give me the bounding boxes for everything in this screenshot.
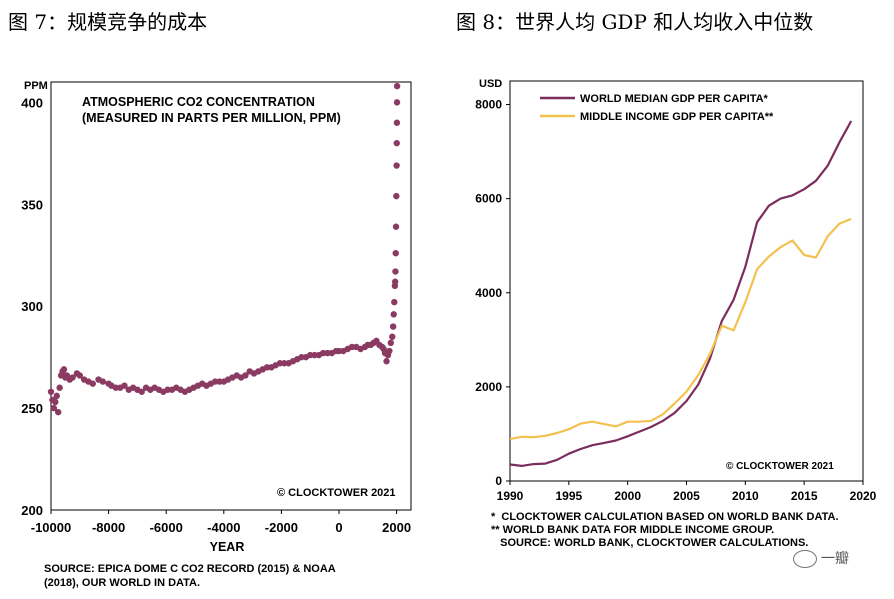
gdp-footnote-3: SOURCE: WORLD BANK, CLOCKTOWER CALCULATI… [491, 537, 809, 549]
co2-data-point [389, 333, 396, 340]
co2-data-point [50, 404, 58, 412]
co2-x-axis-label: YEAR [210, 540, 245, 554]
co2-data-point [389, 323, 397, 330]
co2-x-tick-label: -2000 [265, 520, 298, 535]
co2-data-point [393, 192, 400, 200]
co2-y-tick-label: 350 [21, 197, 43, 212]
co2-data-point [55, 408, 62, 416]
co2-data-point [99, 378, 107, 385]
co2-data-point [391, 278, 399, 285]
co2-data-point [390, 311, 397, 318]
co2-data-point [392, 250, 399, 257]
co2-x-tick-label: 0 [335, 520, 342, 535]
co2-data-point [391, 298, 398, 306]
co2-x-tick-label: -4000 [207, 520, 240, 535]
co2-data-point [69, 374, 76, 381]
co2-data-point [138, 388, 145, 395]
co2-credit: © CLOCKTOWER 2021 [277, 487, 396, 499]
co2-data-point [56, 384, 63, 391]
co2-x-tick-label: -6000 [150, 520, 183, 535]
gdp-footnote-1: * CLOCKTOWER CALCULATION BASED ON WORLD … [491, 511, 839, 523]
watermark: 一瓣 [793, 548, 849, 569]
co2-data-point [393, 99, 401, 106]
co2-data-point [53, 392, 60, 400]
co2-data-point [60, 366, 68, 373]
co2-y-axis-label: PPM [24, 80, 48, 92]
co2-plot-frame [50, 81, 412, 511]
figure-8-title: 图 8：世界人均 GDP 和人均收入中位数 [456, 10, 814, 34]
gdp-footnote-2: ** WORLD BANK DATA FOR MIDDLE INCOME GRO… [491, 524, 775, 536]
co2-data-point [242, 372, 249, 379]
co2-y-tick-label: 300 [21, 299, 43, 314]
co2-y-tick-label: 400 [21, 95, 43, 110]
wechat-icon [793, 550, 817, 569]
co2-data-point [386, 347, 393, 355]
co2-y-tick-label: 200 [21, 503, 43, 518]
co2-data-point [121, 382, 128, 389]
figure-7-title: 图 7：规模竞争的成本 [8, 10, 208, 34]
co2-data-point [89, 380, 96, 387]
co2-source-line-1: SOURCE: EPICA DOME C CO2 RECORD (2015) &… [44, 563, 336, 575]
co2-chart-title: ATMOSPHERIC CO2 CONCENTRATION [82, 95, 315, 109]
watermark-text: 一瓣 [821, 550, 849, 566]
co2-chart-subtitle: (MEASURED IN PARTS PER MILLION, PPM) [82, 111, 341, 125]
co2-x-tick-label: 2000 [382, 520, 411, 535]
co2-data-point [392, 268, 399, 275]
co2-data-point [47, 388, 55, 395]
co2-x-tick-label: -10000 [31, 520, 71, 535]
co2-data-point [76, 372, 84, 379]
co2-data-point [393, 162, 400, 169]
co2-data-point [383, 358, 390, 365]
co2-data-point [393, 139, 400, 147]
co2-data-point [393, 82, 401, 90]
co2-data-point [52, 398, 59, 406]
co2-data-point [387, 339, 395, 347]
co2-y-tick-label: 250 [21, 401, 43, 416]
co2-data-point [392, 223, 400, 230]
co2-source-line-2: (2018), OUR WORLD IN DATA. [44, 577, 201, 589]
co2-x-tick-label: -8000 [92, 520, 125, 535]
co2-data-point [393, 119, 401, 126]
